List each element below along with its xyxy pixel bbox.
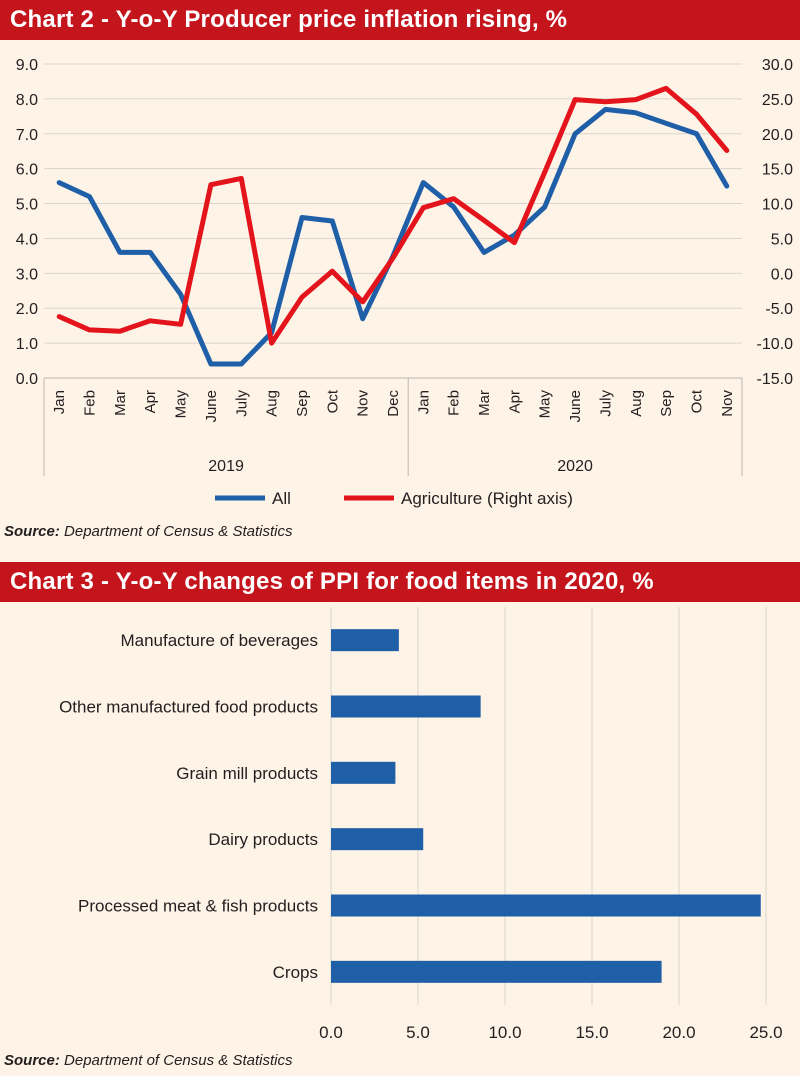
chart2-x-tick-label: Mar <box>112 390 129 416</box>
chart3-bars <box>331 629 761 983</box>
chart2-series-line-agriculture <box>56 85 730 346</box>
chart3-category-label: Dairy products <box>208 830 318 849</box>
chart3-bar <box>331 894 761 917</box>
chart2-x-tick-label: Sep <box>658 390 675 417</box>
chart2-right-tick-label: 30.0 <box>762 57 793 74</box>
chart2-x-tick-label: Apr <box>506 390 523 413</box>
chart2-right-tick-label: 20.0 <box>762 127 793 144</box>
chart3-x-tick-label: 5.0 <box>406 1023 430 1042</box>
chart2-x-axis: Jan Feb Mar Apr May June July Aug Sep Oct Nov Dec Ja… <box>43 377 743 476</box>
chart2-x-tick-label: July <box>233 390 250 417</box>
chart3-bar <box>331 761 396 784</box>
chart2-left-tick-label: 4.0 <box>16 231 38 248</box>
chart2-x-tick-label: Jan <box>51 390 68 414</box>
chart3-x-tick-label: 20.0 <box>662 1023 695 1042</box>
chart3-category-label: Grain mill products <box>176 764 318 783</box>
chart2-legend-label: Agriculture (Right axis) <box>401 489 573 508</box>
chart2-right-tick-label: -15.0 <box>757 371 794 388</box>
chart2-x-tick-label: Mar <box>476 390 493 416</box>
chart2-svg: 0.0 1.0 2.0 3.0 4.0 5.0 6.0 7.0 8.0 9.0 -15.0 -10.… <box>16 57 794 508</box>
chart3-category-label: Other manufactured food products <box>59 698 318 717</box>
chart3-x-tick-label: 10.0 <box>488 1023 521 1042</box>
chart2-source: Source: Department of Census & Statistic… <box>4 523 292 540</box>
chart3-title: Chart 3 - Y-o-Y changes of PPI for food … <box>0 562 800 602</box>
chart3-x-tick-label: 0.0 <box>319 1023 343 1042</box>
chart2-x-tick-label: July <box>597 390 614 417</box>
chart3-svg: Manufacture of beverages Other manufactur… <box>59 607 783 1042</box>
chart2-left-tick-label: 1.0 <box>16 336 38 353</box>
chart3-category-label: Manufacture of beverages <box>120 631 318 650</box>
chart3-bar <box>331 828 424 851</box>
chart3-x-tick-label: 15.0 <box>575 1023 608 1042</box>
chart2-x-tick-label: May <box>173 390 190 419</box>
chart2-left-tick-label: 8.0 <box>16 92 38 109</box>
chart2-left-tick-label: 2.0 <box>16 301 38 318</box>
chart2-legend: All Agriculture (Right axis) <box>215 489 573 508</box>
chart2-year-label: 2019 <box>208 458 244 475</box>
chart2-right-tick-label: 0.0 <box>771 266 793 283</box>
chart3-x-tick-label: 25.0 <box>749 1023 782 1042</box>
chart3-gridlines <box>330 607 767 1005</box>
chart2-source-text: Department of Census & Statistics <box>64 523 293 540</box>
chart2-right-tick-label: 5.0 <box>771 231 793 248</box>
chart2-x-tick-label: Aug <box>264 390 281 417</box>
chart2-x-tick-label: Sep <box>294 390 311 417</box>
chart2-x-tick-label: Dec <box>385 390 402 417</box>
chart3-source-text: Department of Census & Statistics <box>64 1052 293 1069</box>
chart2-left-tick-label: 5.0 <box>16 197 38 214</box>
chart3-category-labels: Manufacture of beverages Other manufactur… <box>59 631 318 982</box>
chart2-gridlines <box>44 63 742 379</box>
chart2-x-tick-label: Apr <box>142 390 159 413</box>
chart3-bar <box>331 629 399 652</box>
chart2-x-tick-label: June <box>567 390 584 423</box>
chart2-x-tick-label: Jan <box>415 390 432 414</box>
chart3-source-label: Source: <box>4 1052 60 1069</box>
chart2-left-tick-label: 3.0 <box>16 266 38 283</box>
chart2-title: Chart 2 - Y-o-Y Producer price inflation… <box>0 0 800 40</box>
chart2-left-tick-label: 6.0 <box>16 162 38 179</box>
chart2-series-line-all <box>56 106 730 367</box>
chart2-right-tick-label: -5.0 <box>765 301 793 318</box>
chart2-x-tick-label: Nov <box>719 390 736 417</box>
chart2-x-tick-label: Feb <box>82 390 99 416</box>
chart2-left-tick-label: 7.0 <box>16 127 38 144</box>
chart2-x-tick-label: Oct <box>688 389 705 413</box>
chart2-right-tick-label: 25.0 <box>762 92 793 109</box>
chart2-x-tick-label: June <box>203 390 220 423</box>
chart2-x-tick-label: Oct <box>324 389 341 413</box>
chart2-source-label: Source: <box>4 523 60 540</box>
chart2-x-tick-label: May <box>537 390 554 419</box>
chart2-legend-label: All <box>272 489 291 508</box>
chart2-right-tick-label: 10.0 <box>762 197 793 214</box>
chart2-right-tick-label: -10.0 <box>757 336 794 353</box>
chart3-source: Source: Department of Census & Statistic… <box>4 1052 292 1069</box>
chart3-x-axis: 0.0 5.0 10.0 15.0 20.0 25.0 <box>319 1023 782 1042</box>
chart2-x-tick-label: Aug <box>628 390 645 417</box>
chart3-category-label: Crops <box>273 963 318 982</box>
chart2-year-label: 2020 <box>557 458 593 475</box>
chart2-x-tick-label: Feb <box>446 390 463 416</box>
chart2-x-tick-label: Nov <box>355 390 372 417</box>
chart3-bar <box>331 960 662 983</box>
chart2-left-axis: 0.0 1.0 2.0 3.0 4.0 5.0 6.0 7.0 8.0 9.0 <box>16 57 38 388</box>
chart3-category-label: Processed meat & fish products <box>78 897 318 916</box>
chart3-bar <box>331 695 481 718</box>
chart2-right-tick-label: 15.0 <box>762 162 793 179</box>
chart2-series <box>56 85 730 367</box>
chart2-left-tick-label: 0.0 <box>16 371 38 388</box>
chart2-right-axis: -15.0 -10.0 -5.0 0.0 5.0 10.0 15.0 20.0 25.0 30.0 <box>757 57 794 388</box>
chart2-left-tick-label: 9.0 <box>16 57 38 74</box>
